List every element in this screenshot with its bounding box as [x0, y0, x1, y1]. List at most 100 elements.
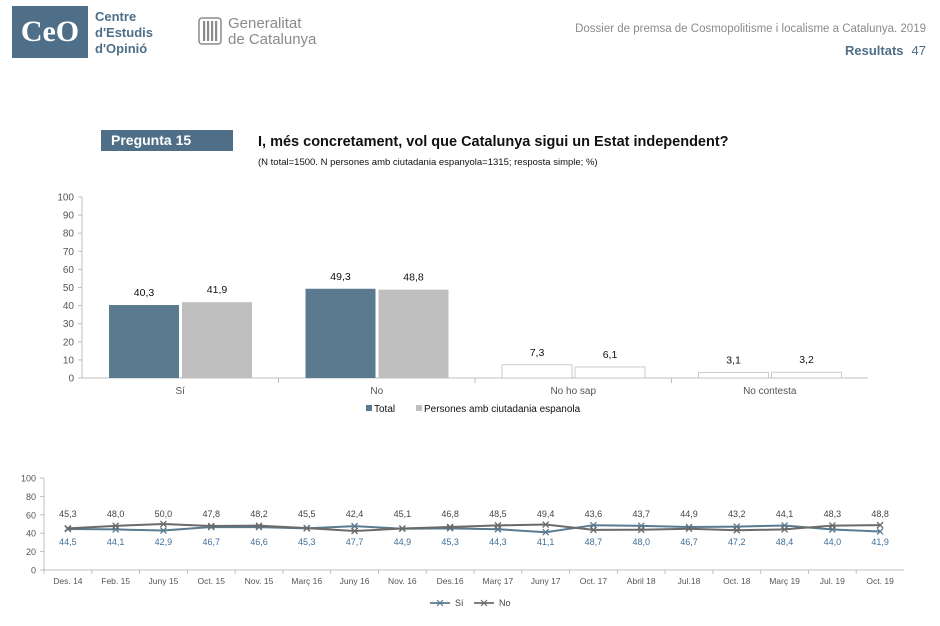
y-tick-label: 80	[63, 229, 75, 240]
y-tick-label: 60	[63, 265, 75, 276]
y-tick-label: 0	[31, 566, 36, 576]
y-tick-label: 100	[21, 474, 36, 484]
x-tick-label: Abril 18	[627, 576, 656, 586]
data-label: 47,2	[728, 537, 746, 547]
data-label: 48,5	[489, 509, 507, 519]
x-tick-label: Juny 16	[340, 576, 370, 586]
bar-value-label: 48,8	[403, 272, 424, 284]
data-label: 46,8	[441, 509, 459, 519]
data-label: 45,3	[59, 509, 77, 519]
generalitat-logo-icon	[198, 17, 222, 45]
category-label: Sí	[176, 386, 186, 397]
bar-chart: 0 10 20 30 40 50 60 70 80 90 100 Sí 40,3 41,9 No 49,3 48…	[57, 193, 868, 415]
legend-swatch	[416, 405, 422, 411]
legend-label: Persones amb ciutadania espanola	[424, 404, 581, 415]
data-label: 46,7	[680, 537, 698, 547]
y-tick-label: 80	[26, 492, 36, 502]
data-label: 48,7	[585, 537, 603, 547]
ceo-logo: CeO	[12, 6, 88, 58]
y-tick-label: 100	[57, 193, 74, 204]
y-tick-label: 10	[63, 355, 75, 366]
data-label: 48,0	[632, 537, 650, 547]
x-tick-label: Juny 15	[149, 576, 179, 586]
data-point-marker	[159, 520, 167, 528]
data-label: 44,9	[394, 537, 412, 547]
data-label: 44,1	[107, 537, 125, 547]
y-tick-label: 20	[26, 547, 36, 557]
bar-total	[501, 364, 573, 379]
data-point-marker	[207, 522, 215, 530]
data-point-marker	[733, 526, 741, 534]
data-label: 46,7	[202, 537, 220, 547]
y-tick-label: 90	[63, 211, 75, 222]
bar-total	[698, 371, 769, 379]
x-tick-label: Jul.18	[678, 576, 701, 586]
y-tick-label: 70	[63, 247, 75, 258]
x-tick-label: Des. 14	[53, 576, 83, 586]
data-point-marker	[494, 521, 502, 529]
data-point-marker	[589, 526, 597, 534]
x-tick-label: Oct. 18	[723, 576, 751, 586]
question-label: Pregunta 15	[101, 130, 233, 151]
x-tick-label: Oct. 19	[866, 576, 894, 586]
data-point-marker	[446, 523, 454, 531]
data-point-marker	[303, 524, 311, 532]
legend-label: Total	[374, 404, 395, 415]
x-tick-label: Oct. 17	[580, 576, 608, 586]
bar-value-label: 6,1	[603, 349, 618, 361]
y-tick-label: 60	[26, 510, 36, 520]
data-label: 42,9	[155, 537, 173, 547]
x-tick-label: Març 17	[483, 576, 514, 586]
x-tick-label: Jul. 19	[820, 576, 845, 586]
data-label: 43,6	[585, 509, 603, 519]
data-point-marker	[781, 525, 789, 533]
legend-label: No	[499, 598, 511, 608]
data-label: 45,3	[298, 537, 316, 547]
data-point-marker	[542, 521, 550, 529]
data-point-marker	[637, 526, 645, 534]
series-line-si	[67, 524, 881, 534]
bar-value-label: 41,9	[207, 284, 228, 296]
data-point-marker	[876, 521, 884, 529]
legend-marker	[480, 599, 488, 607]
data-label: 48,4	[776, 537, 794, 547]
y-tick-label: 40	[63, 301, 75, 312]
x-tick-label: Març 16	[291, 576, 322, 586]
data-point-marker	[255, 522, 263, 530]
data-label: 48,8	[871, 509, 889, 519]
data-point-marker	[112, 522, 120, 530]
data-label: 47,7	[346, 537, 364, 547]
legend-marker	[436, 599, 444, 607]
data-point-marker	[351, 527, 359, 535]
data-label: 44,3	[489, 537, 507, 547]
data-point-marker	[398, 525, 406, 532]
section-heading: Resultats 47	[845, 43, 926, 58]
y-tick-label: 30	[63, 319, 75, 330]
series-line-no	[67, 522, 881, 532]
section-label: Resultats	[845, 43, 904, 58]
data-label: 44,9	[680, 509, 698, 519]
page-number: 47	[911, 43, 926, 58]
y-tick-label: 50	[63, 283, 75, 294]
dossier-title: Dossier de premsa de Cosmopolitisme i lo…	[575, 23, 926, 35]
x-tick-label: Oct. 15	[198, 576, 226, 586]
x-tick-label: Feb. 15	[101, 576, 130, 586]
bar-value-label: 40,3	[134, 287, 155, 299]
data-label: 48,0	[107, 509, 125, 519]
line-chart: 0 20 40 60 80 100 Des. 14 Feb. 15 Juny 15 Oct. 15…	[21, 474, 904, 608]
data-label: 50,0	[155, 509, 173, 519]
data-label: 49,4	[537, 509, 555, 519]
bar-espanola	[574, 366, 646, 379]
data-label: 44,5	[59, 537, 77, 547]
generalitat-name: Generalitat de Catalunya	[228, 15, 317, 48]
x-tick-label: Nov. 16	[388, 576, 417, 586]
bar-value-label: 3,1	[726, 354, 741, 366]
question-subtitle: (N total=1500. N persones amb ciutadania…	[258, 157, 598, 168]
data-label: 41,9	[871, 537, 889, 547]
category-label: No	[370, 386, 383, 397]
data-label: 42,4	[346, 509, 364, 519]
x-tick-label: Juny 17	[531, 576, 561, 586]
bar-total	[305, 288, 376, 378]
question-title: I, més concretament, vol que Catalunya s…	[258, 134, 729, 150]
bar-value-label: 3,2	[799, 354, 814, 366]
